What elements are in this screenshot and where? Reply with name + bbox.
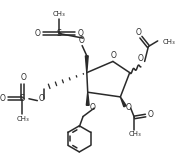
- Text: O: O: [126, 103, 132, 112]
- Text: CH₃: CH₃: [129, 131, 142, 137]
- Text: S: S: [56, 29, 61, 38]
- Text: CH₃: CH₃: [52, 11, 65, 17]
- Text: CH₃: CH₃: [17, 116, 30, 122]
- Text: O: O: [20, 73, 26, 82]
- Text: O: O: [34, 29, 40, 38]
- Text: CH₃: CH₃: [162, 39, 175, 45]
- Text: O: O: [77, 29, 83, 38]
- Polygon shape: [86, 92, 89, 105]
- Text: O: O: [78, 36, 84, 45]
- Polygon shape: [120, 97, 126, 107]
- Text: O: O: [0, 94, 6, 103]
- Text: O: O: [138, 54, 144, 63]
- Text: O: O: [38, 94, 44, 103]
- Text: O: O: [147, 110, 153, 119]
- Text: O: O: [89, 103, 95, 112]
- Text: O: O: [135, 28, 141, 37]
- Text: S: S: [20, 94, 25, 103]
- Polygon shape: [85, 56, 88, 73]
- Text: O: O: [111, 51, 117, 60]
